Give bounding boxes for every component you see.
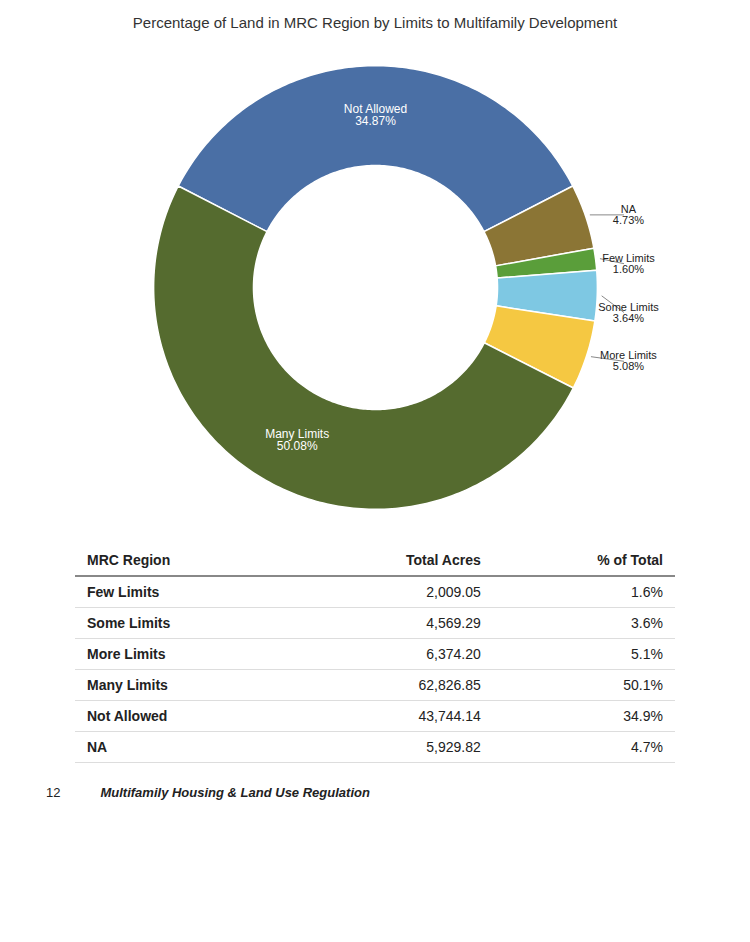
html-text:Percentage of Land in MRC Regi: Percentage of Land in MRC Region by Limi… [132, 14, 618, 31]
html-text:6,374.20: 6,374.20 [426, 646, 481, 662]
html-text:Not Allowed: Not Allowed [87, 708, 168, 724]
svg-text:Few Limits1.60%: Few Limits1.60% [602, 252, 655, 275]
svg-text:More Limits5.08%: More Limits5.08% [600, 349, 657, 372]
html-text:NA: NA [87, 739, 108, 755]
svg-text:NA4.73%: NA4.73% [613, 203, 644, 226]
html-text:5.1%: 5.1% [631, 646, 663, 662]
html-text:3.6%: 3.6% [631, 615, 663, 631]
html-text:1.6%: 1.6% [631, 584, 663, 600]
html-text:12: 12 [46, 785, 61, 800]
html-text:% of Total: % of Total [597, 552, 663, 568]
html-text:Some Limits: Some Limits [87, 615, 171, 631]
html-text:43,744.14: 43,744.14 [418, 708, 481, 724]
html-text:Few Limits: Few Limits [87, 584, 160, 600]
html-text:5,929.82: 5,929.82 [426, 739, 481, 755]
html-text:62,826.85: 62,826.85 [418, 677, 481, 693]
html-text:4,569.29: 4,569.29 [426, 615, 481, 631]
svg-text:Not Allowed34.87%: Not Allowed34.87% [344, 102, 407, 128]
html-text:MRC Region: MRC Region [87, 552, 171, 568]
html-text:34.9%: 34.9% [623, 708, 663, 724]
html-text:50.1%: 50.1% [623, 677, 663, 693]
html-text:Total Acres: Total Acres [406, 552, 481, 568]
svg-text:Some Limits3.64%: Some Limits3.64% [598, 301, 659, 324]
html-text:4.7%: 4.7% [631, 739, 663, 755]
html-text:More Limits: More Limits [87, 646, 166, 662]
html-text:2,009.05: 2,009.05 [426, 584, 481, 600]
html-text:Multifamily Housing & Land Use: Multifamily Housing & Land Use Regulatio… [100, 785, 370, 800]
svg-text:Many Limits50.08%: Many Limits50.08% [265, 427, 329, 453]
html-text:Many Limits: Many Limits [87, 677, 168, 693]
